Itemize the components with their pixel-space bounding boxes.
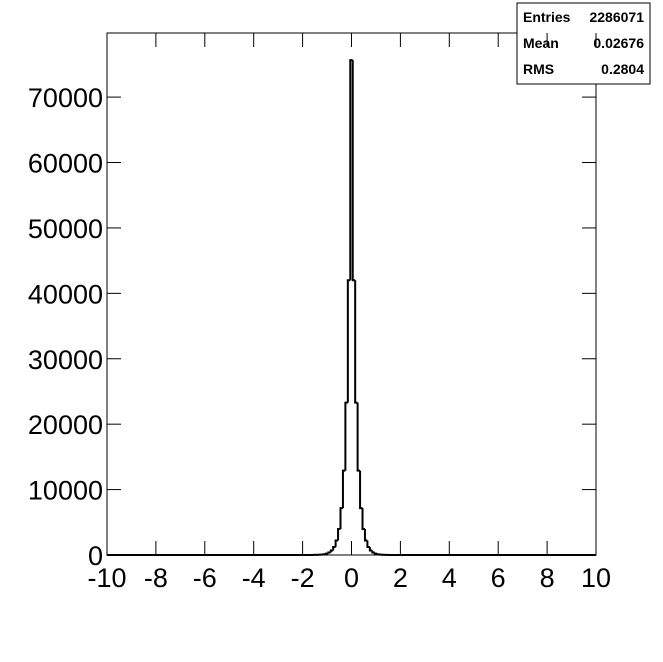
histogram-bin [324, 552, 329, 555]
stat-label: Entries [523, 9, 571, 25]
stat-value: 0.2804 [601, 61, 644, 77]
x-tick-label: -2 [291, 563, 315, 593]
y-tick-label: 70000 [28, 83, 103, 113]
x-tick-label: -6 [193, 563, 217, 593]
x-tick-label: 2 [393, 563, 408, 593]
histogram-bin [373, 552, 378, 555]
y-tick-label: 60000 [28, 149, 103, 179]
stats-box [516, 2, 651, 85]
histogram-bin [371, 550, 375, 554]
x-tick-label: 0 [344, 563, 359, 593]
histogram-bin [376, 553, 380, 556]
x-tick-label: 8 [540, 563, 555, 593]
y-tick-label: 50000 [28, 214, 103, 244]
x-tick-label: -4 [242, 563, 266, 593]
histogram-bin [354, 280, 358, 404]
x-tick-label: 4 [442, 563, 457, 593]
x-tick-label: 6 [491, 563, 506, 593]
histogram-bin [329, 549, 334, 553]
histogram-bin [361, 508, 365, 530]
y-tick-label: 30000 [28, 345, 103, 375]
y-tick-label: 20000 [28, 410, 103, 440]
histogram-bin [341, 469, 346, 509]
stat-value: 2286071 [589, 9, 644, 25]
y-tick-label: 10000 [28, 476, 103, 506]
stat-value: 0.02676 [593, 35, 644, 51]
x-tick-label: -8 [144, 563, 168, 593]
histogram-bin [327, 551, 331, 554]
histogram-bin [339, 507, 343, 529]
histogram-bin [334, 539, 339, 547]
x-tick-label: 10 [581, 563, 611, 593]
x-tick-label: -10 [87, 563, 126, 593]
histogram-bin [349, 59, 353, 281]
y-tick-label: 0 [88, 541, 103, 571]
histogram-bin [351, 60, 356, 282]
histogram-bin [366, 540, 370, 548]
stat-label: Mean [523, 35, 559, 51]
y-tick-label: 40000 [28, 279, 103, 309]
stat-label: RMS [523, 61, 554, 77]
